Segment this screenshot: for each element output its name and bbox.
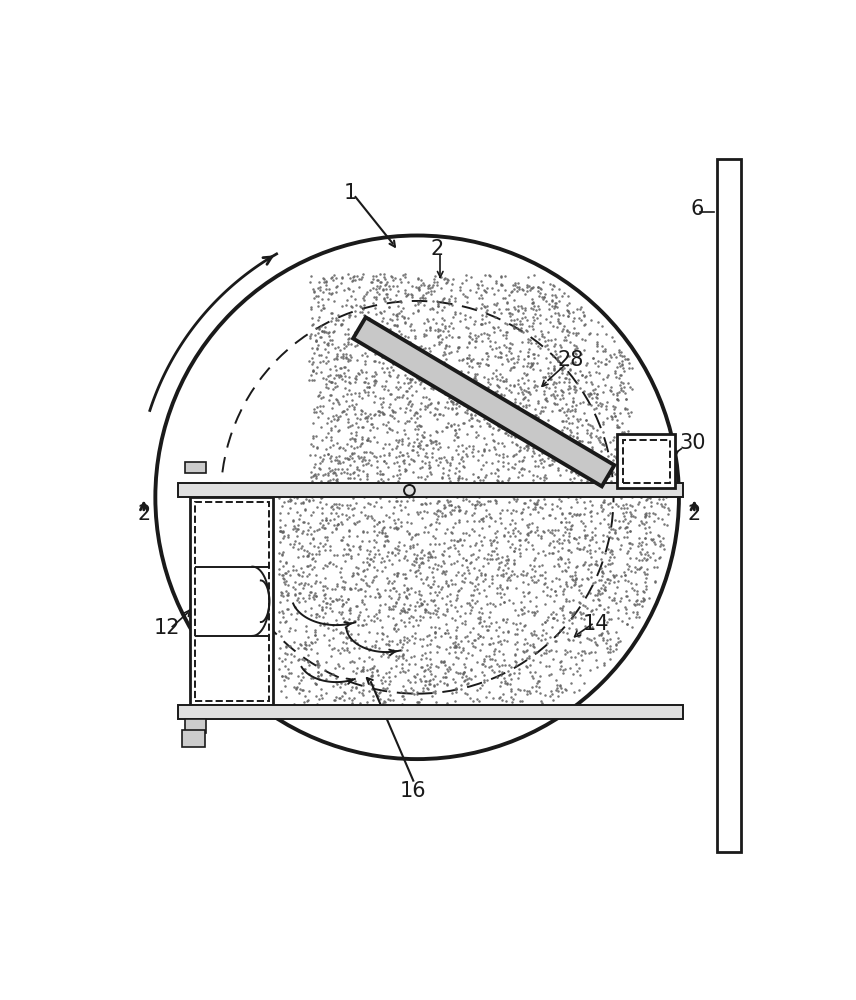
Text: 6: 6 — [691, 199, 704, 219]
Bar — [190, 497, 273, 705]
Bar — [617, 434, 675, 488]
Bar — [194, 502, 269, 701]
Bar — [178, 705, 683, 719]
Bar — [185, 462, 206, 473]
Text: 16: 16 — [400, 781, 426, 801]
Text: 1: 1 — [344, 183, 357, 203]
Bar — [717, 158, 740, 852]
Polygon shape — [353, 317, 615, 486]
Text: 2: 2 — [431, 239, 444, 259]
Text: 2: 2 — [137, 504, 151, 524]
Text: 28: 28 — [557, 350, 584, 370]
Bar — [622, 440, 669, 483]
Text: 30: 30 — [679, 433, 705, 453]
Bar — [182, 730, 205, 747]
Text: 2: 2 — [687, 504, 701, 524]
Bar — [178, 483, 683, 497]
Text: 14: 14 — [583, 614, 609, 634]
Text: 12: 12 — [154, 618, 181, 638]
Text: 8: 8 — [182, 721, 195, 741]
Bar — [185, 719, 206, 733]
